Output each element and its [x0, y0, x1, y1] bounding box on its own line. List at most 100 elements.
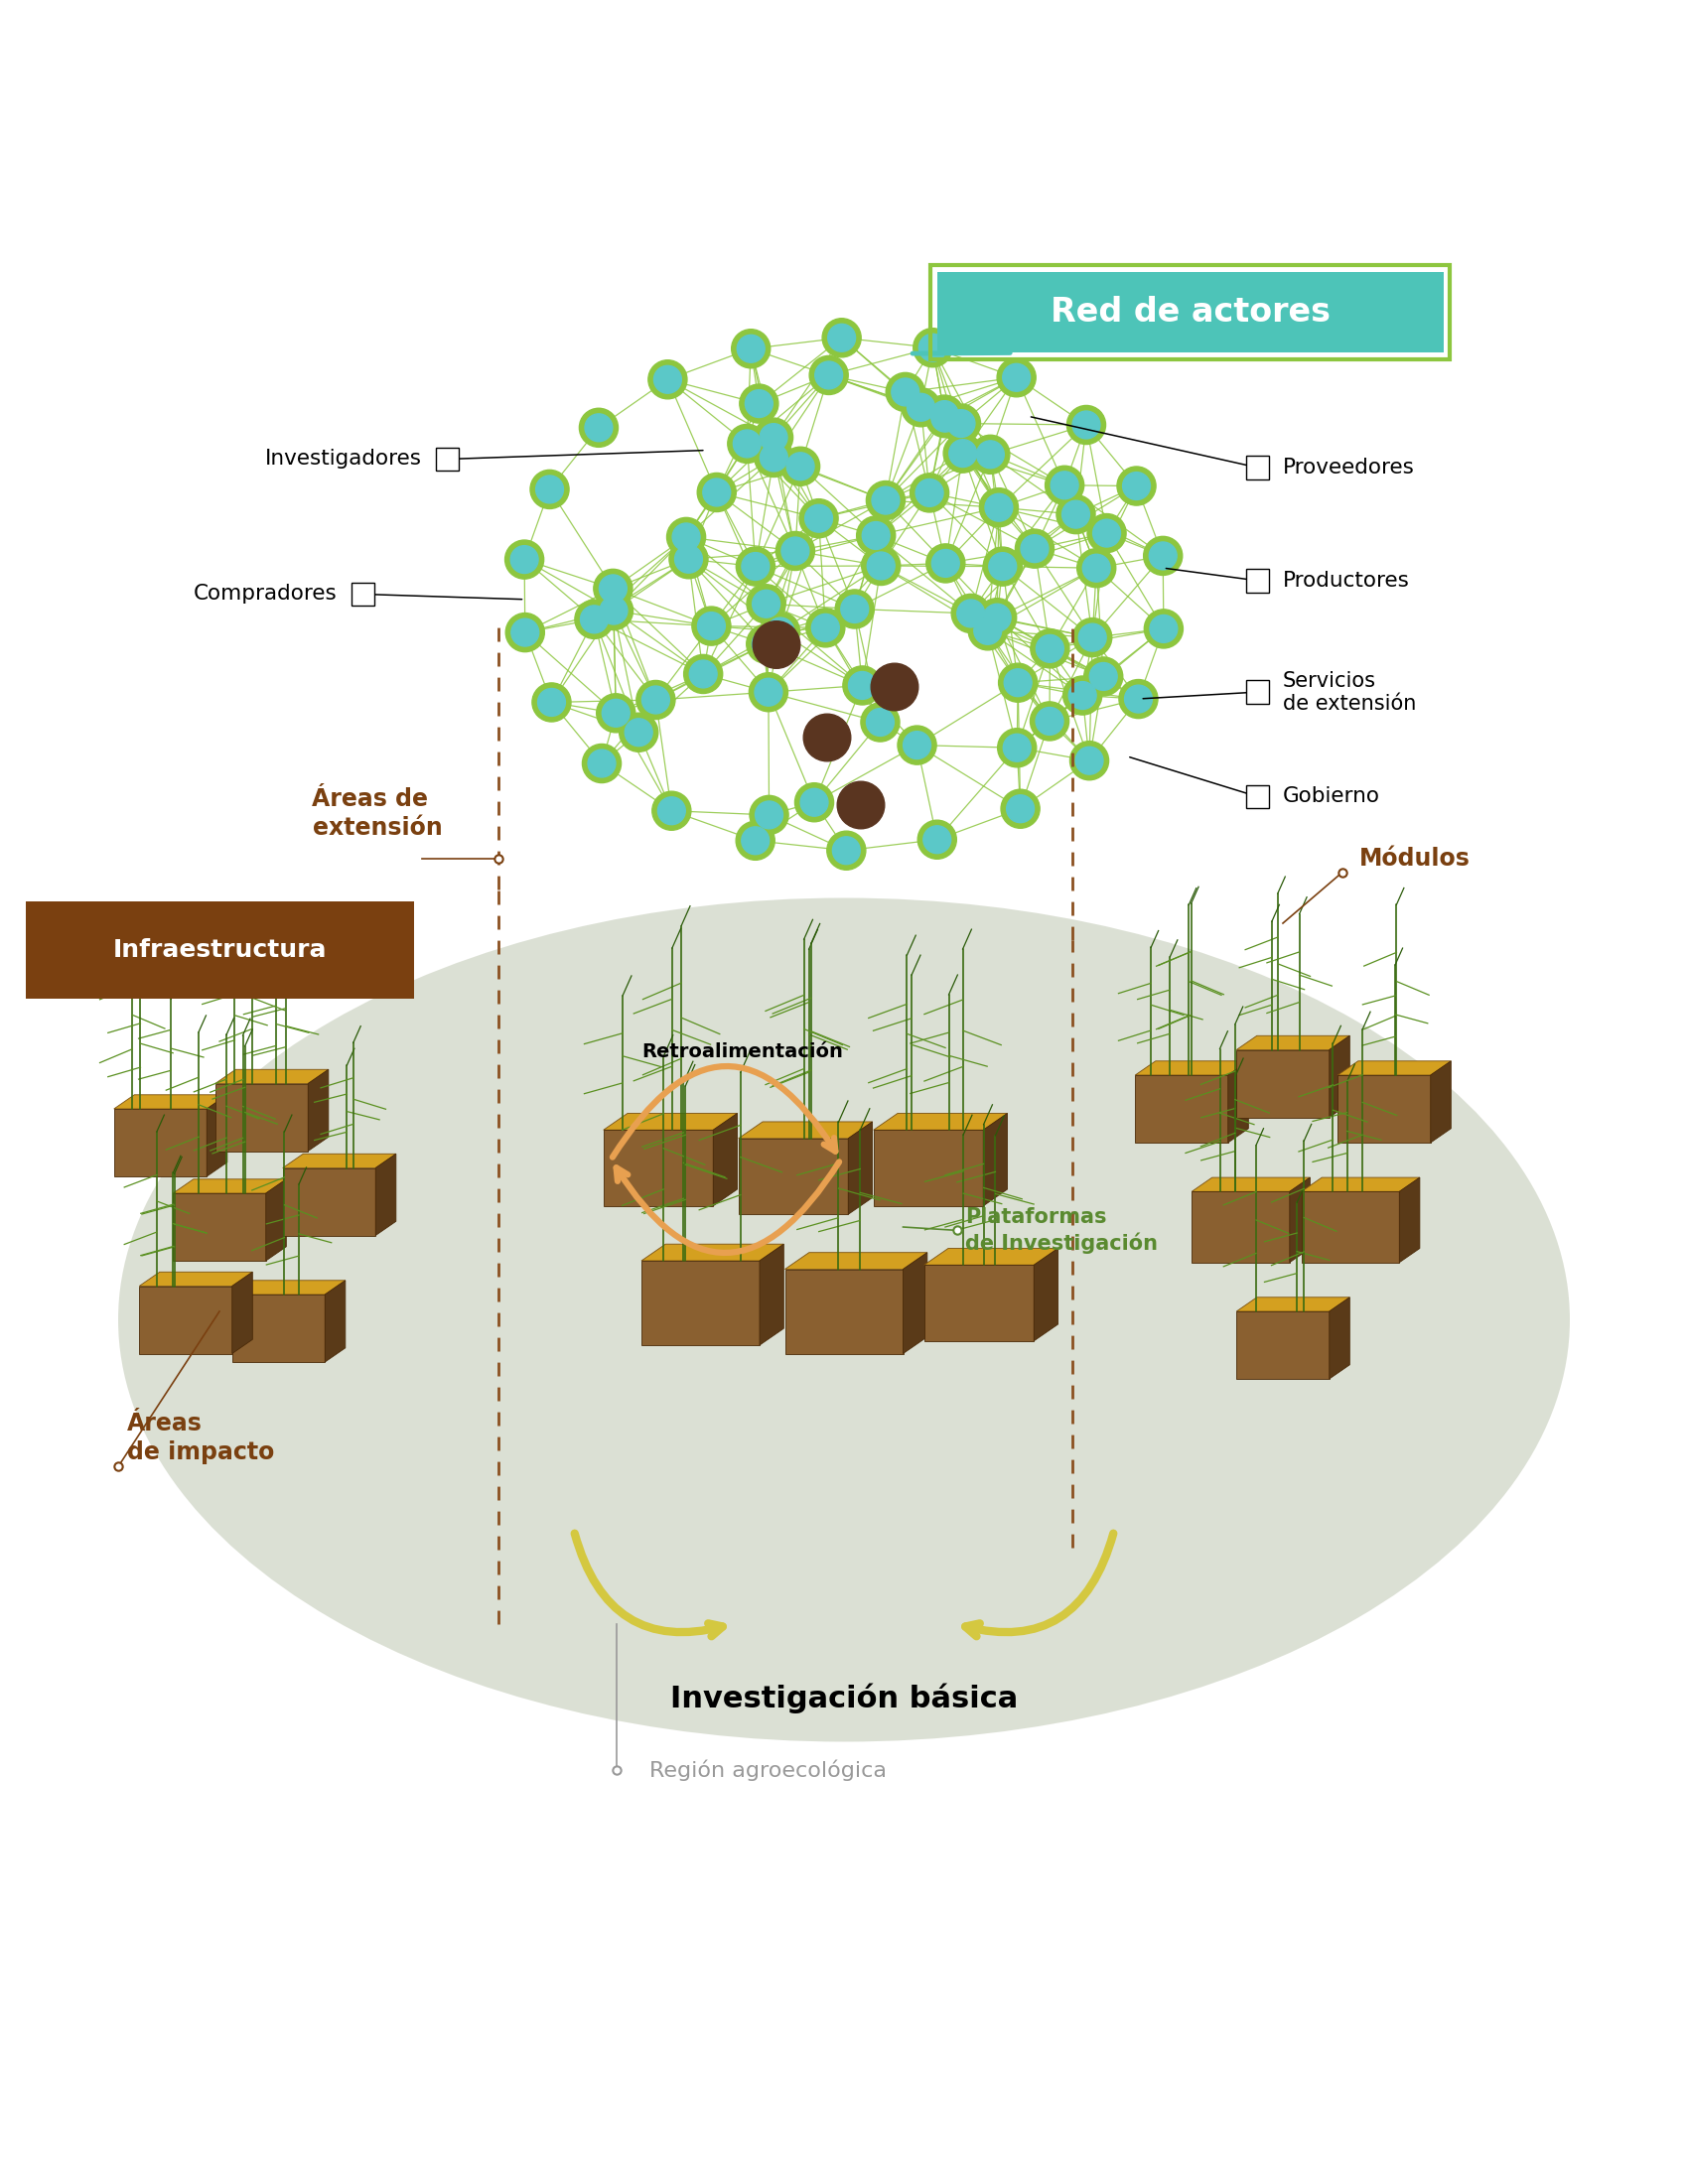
Circle shape: [761, 612, 800, 651]
Circle shape: [807, 609, 846, 646]
FancyBboxPatch shape: [25, 902, 414, 998]
Circle shape: [1070, 740, 1109, 780]
Circle shape: [1036, 636, 1063, 662]
Circle shape: [751, 631, 780, 657]
Circle shape: [1050, 472, 1079, 500]
Circle shape: [800, 788, 829, 817]
Circle shape: [861, 546, 900, 585]
Circle shape: [1082, 555, 1111, 581]
Polygon shape: [1337, 1075, 1430, 1142]
Circle shape: [535, 476, 564, 502]
Polygon shape: [712, 1114, 738, 1206]
Circle shape: [886, 373, 925, 411]
Circle shape: [728, 424, 766, 463]
Circle shape: [805, 505, 832, 533]
Circle shape: [803, 714, 851, 762]
Polygon shape: [1337, 1061, 1452, 1075]
Polygon shape: [760, 1245, 783, 1345]
Circle shape: [530, 470, 569, 509]
Text: Retroalimentación: Retroalimentación: [641, 1042, 844, 1061]
Circle shape: [1069, 681, 1096, 710]
Circle shape: [1001, 788, 1040, 828]
Circle shape: [684, 655, 722, 695]
Text: Plataformas
de Investigación: Plataformas de Investigación: [966, 1208, 1158, 1254]
Circle shape: [976, 441, 1004, 467]
Polygon shape: [1236, 1310, 1330, 1378]
Polygon shape: [1301, 1192, 1399, 1262]
Circle shape: [856, 515, 895, 555]
Polygon shape: [233, 1295, 324, 1363]
Circle shape: [658, 797, 685, 826]
Text: Compradores: Compradores: [194, 583, 338, 605]
Circle shape: [1150, 542, 1177, 570]
Circle shape: [932, 404, 959, 432]
Circle shape: [787, 452, 814, 480]
Circle shape: [749, 795, 788, 834]
Circle shape: [594, 592, 633, 629]
Circle shape: [949, 439, 977, 467]
Polygon shape: [641, 1260, 760, 1345]
Bar: [1246, 456, 1269, 480]
Polygon shape: [738, 1138, 847, 1214]
Circle shape: [1092, 520, 1121, 546]
Text: Región agroecológica: Región agroecológica: [650, 1760, 888, 1782]
Polygon shape: [925, 1249, 1058, 1265]
Polygon shape: [847, 1123, 873, 1214]
Polygon shape: [324, 1280, 346, 1363]
Polygon shape: [216, 1083, 307, 1151]
Circle shape: [755, 802, 783, 828]
Circle shape: [776, 531, 815, 570]
Circle shape: [925, 400, 964, 437]
Circle shape: [1030, 629, 1069, 668]
Circle shape: [753, 590, 780, 618]
Circle shape: [692, 607, 731, 646]
Circle shape: [863, 522, 890, 550]
Circle shape: [636, 681, 675, 719]
Circle shape: [603, 699, 630, 727]
Circle shape: [1030, 701, 1069, 740]
Bar: [436, 448, 459, 472]
Circle shape: [827, 323, 856, 352]
Circle shape: [782, 448, 820, 485]
Circle shape: [989, 553, 1016, 581]
Circle shape: [702, 478, 731, 507]
Circle shape: [652, 791, 690, 830]
Circle shape: [1036, 708, 1063, 736]
Circle shape: [532, 684, 571, 721]
Circle shape: [672, 524, 701, 550]
Circle shape: [1014, 529, 1053, 568]
Circle shape: [957, 601, 984, 627]
Circle shape: [842, 666, 881, 705]
Circle shape: [1079, 625, 1106, 651]
Polygon shape: [208, 1094, 228, 1177]
Polygon shape: [307, 1070, 329, 1151]
Circle shape: [974, 616, 1001, 644]
Polygon shape: [138, 1271, 253, 1286]
Circle shape: [596, 695, 635, 732]
Circle shape: [1143, 537, 1182, 574]
Circle shape: [815, 360, 842, 389]
Circle shape: [668, 539, 707, 579]
Circle shape: [581, 605, 608, 633]
Circle shape: [746, 625, 785, 664]
Text: Módulos: Módulos: [1359, 847, 1470, 871]
Circle shape: [1074, 618, 1112, 657]
Circle shape: [861, 703, 900, 743]
Polygon shape: [282, 1168, 375, 1236]
Circle shape: [1087, 513, 1126, 553]
Polygon shape: [874, 1129, 982, 1206]
Circle shape: [766, 618, 793, 644]
Circle shape: [755, 439, 793, 476]
Circle shape: [753, 620, 800, 668]
Circle shape: [915, 478, 944, 507]
Polygon shape: [375, 1153, 397, 1236]
Circle shape: [697, 612, 726, 640]
Circle shape: [871, 664, 918, 710]
Text: Red de actores: Red de actores: [1050, 297, 1330, 330]
Circle shape: [733, 430, 761, 456]
Polygon shape: [1236, 1051, 1330, 1118]
Circle shape: [619, 712, 658, 751]
Bar: [1246, 679, 1269, 703]
Circle shape: [999, 664, 1038, 701]
Polygon shape: [1236, 1297, 1350, 1310]
